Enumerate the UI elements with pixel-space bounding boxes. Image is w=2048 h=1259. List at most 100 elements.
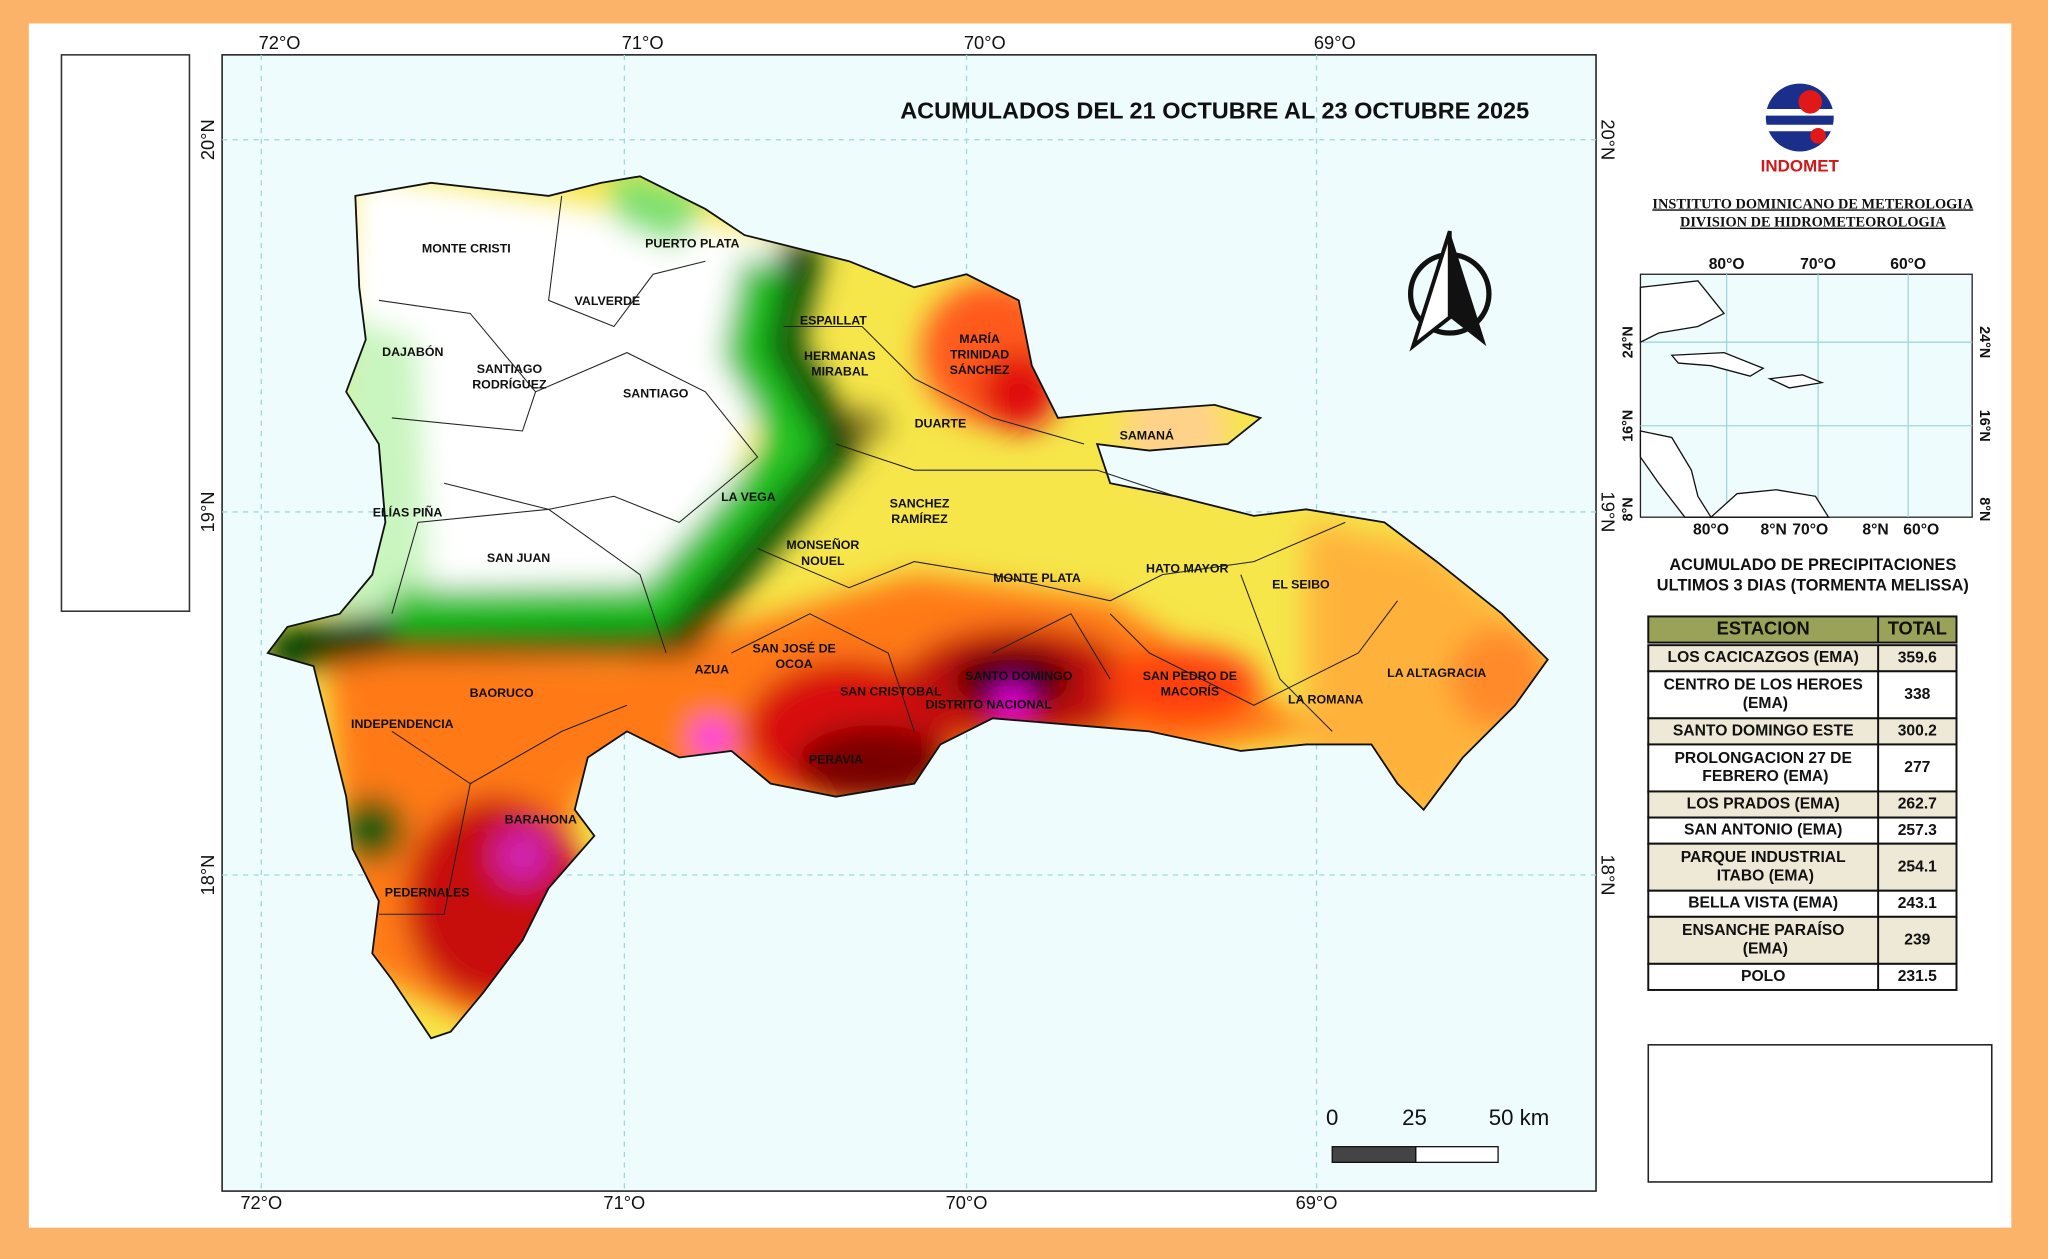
station-total: 277 [1904, 759, 1930, 776]
inset-lon-top: 60°O [1890, 256, 1926, 273]
province-label: MIRABAL [811, 364, 869, 378]
province-label: HATO MAYOR [1146, 562, 1228, 576]
scale-bar [1331, 1146, 1499, 1164]
province-label: SAN PEDRO DE [1143, 669, 1237, 683]
station-name: ENSANCHE PARAÍSO (EMA) [1682, 920, 1844, 957]
inset-lon-top: 70°O [1800, 256, 1836, 273]
lat-label-right: 20°N [1598, 119, 1619, 160]
table-header: ESTACION [1717, 617, 1810, 638]
province-label: SANCHEZ [890, 496, 950, 510]
station-total: 231.5 [1898, 968, 1937, 985]
province-label: PUERTO PLATA [645, 237, 739, 251]
province-label: MONTE CRISTI [422, 242, 511, 256]
province-label: TRINIDAD [950, 348, 1009, 362]
province-label: MONSEÑOR [786, 537, 859, 552]
province-label: ESPAILLAT [800, 314, 867, 328]
north-arrow [1407, 230, 1492, 352]
station-name: BELLA VISTA (EMA) [1688, 895, 1838, 912]
province-label: DISTRITO NACIONAL [926, 698, 1053, 712]
table-title: ACUMULADO DE PRECIPITACIONES [1669, 556, 1956, 574]
institution: DIVISION DE HIDROMETEOROLOGIA [1680, 215, 1946, 231]
lat-label-left: 19°N [197, 492, 218, 533]
station-name: SAN ANTONIO (EMA) [1684, 822, 1842, 839]
lat-label-right: 19°N [1598, 492, 1619, 533]
inset-label-bottom: 80°O [1693, 521, 1729, 538]
province-label: RODRÍGUEZ [472, 377, 547, 392]
province-label: SANTIAGO [623, 387, 689, 401]
station-total: 300.2 [1898, 723, 1937, 740]
province-label: EL SEIBO [1272, 577, 1330, 591]
province-label: MARÍA [959, 331, 1000, 346]
table-row [1647, 816, 1958, 845]
province-label: ELÍAS PIÑA [373, 505, 443, 520]
province-label: OCOA [776, 657, 813, 671]
inset-lat-right: 16°N [1976, 410, 1992, 442]
lon-label-bottom: 70°O [946, 1192, 988, 1213]
province-label: PEDERNALES [385, 886, 470, 900]
province-label: PERAVIA [809, 752, 863, 766]
lat-label-left: 18°N [197, 855, 218, 896]
inset-lat-right: 8°N [1976, 497, 1992, 521]
province-label: RAMÍREZ [891, 511, 948, 526]
province-borders [378, 195, 1398, 915]
table-header-bg [1647, 615, 1958, 644]
table-row [1647, 790, 1958, 819]
lon-label-top: 71°O [622, 32, 664, 53]
station-total: 243.1 [1898, 895, 1937, 912]
station-total: 257.3 [1898, 822, 1937, 839]
station-name: LOS CACICAZGOS (EMA) [1668, 649, 1859, 666]
scale-label: 0 [1326, 1105, 1338, 1130]
inset-label-bottom: 70°O [1792, 521, 1828, 538]
scale-label: 50 km [1489, 1105, 1549, 1130]
station-total: 262.7 [1898, 796, 1937, 813]
province-label: HERMANAS [804, 349, 876, 363]
province-label: SAMANÁ [1120, 427, 1174, 442]
logo-text: INDOMET [1761, 157, 1840, 176]
station-total: 239 [1904, 931, 1930, 948]
inset-label-bottom: 8°N [1761, 521, 1787, 538]
inset-label-bottom: 8°N [1862, 521, 1888, 538]
province-label: SAN JOSÉ DE [752, 640, 835, 655]
station-total: 254.1 [1898, 858, 1937, 875]
inset-lon-top: 80°O [1709, 256, 1745, 273]
table-row [1647, 717, 1958, 746]
province-label: AZUA [695, 662, 729, 676]
lat-label-left: 20°N [197, 119, 218, 160]
station-name: CENTRO DE LOS HEROES (EMA) [1664, 677, 1863, 712]
inset-land [1639, 280, 1830, 518]
table-row [1647, 962, 1958, 991]
station-total: 359.6 [1898, 649, 1937, 666]
province-label: SAN CRISTOBAL [840, 684, 942, 698]
province-label: DUARTE [915, 417, 967, 431]
province-label: SAN JUAN [487, 551, 550, 565]
lon-label-top: 70°O [964, 32, 1006, 53]
province-label: LA ALTAGRACIA [1387, 666, 1486, 680]
inset-label-bottom: 60°O [1903, 521, 1939, 538]
station-name: PARQUE INDUSTRIAL ITABO (EMA) [1681, 849, 1846, 884]
table-row [1647, 670, 1958, 720]
institution: INSTITUTO DOMINICANO DE METEROLOGIA [1652, 196, 1974, 212]
lon-label-top: 69°O [1314, 32, 1356, 53]
table-header: TOTAL [1888, 617, 1947, 638]
province-label: SANTIAGO [477, 362, 543, 376]
province-label: SANTO DOMINGO [965, 669, 1073, 683]
inset-graticule [1640, 274, 1973, 518]
station-name: SANTO DOMINGO ESTE [1673, 723, 1854, 740]
station-name: POLO [1741, 968, 1785, 985]
logo [1765, 83, 1834, 152]
legend-box [60, 54, 191, 612]
table-title: ULTIMOS 3 DIAS (TORMENTA MELISSA) [1657, 577, 1969, 595]
station-total: 338 [1904, 686, 1930, 703]
station-name: LOS PRADOS (EMA) [1687, 796, 1840, 813]
inset-lat-left: 16°N [1620, 410, 1636, 442]
province-label: SÁNCHEZ [950, 362, 1010, 377]
inset-lat-left: 8°N [1620, 497, 1636, 521]
lon-label-bottom: 72°O [240, 1192, 282, 1213]
province-label: LA VEGA [721, 490, 776, 504]
inset-lat-right: 24°N [1976, 326, 1992, 358]
info-box [1647, 1044, 1993, 1183]
province-label: VALVERDE [575, 294, 641, 308]
table-row [1647, 644, 1958, 673]
province-label: DAJABÓN [382, 344, 443, 359]
